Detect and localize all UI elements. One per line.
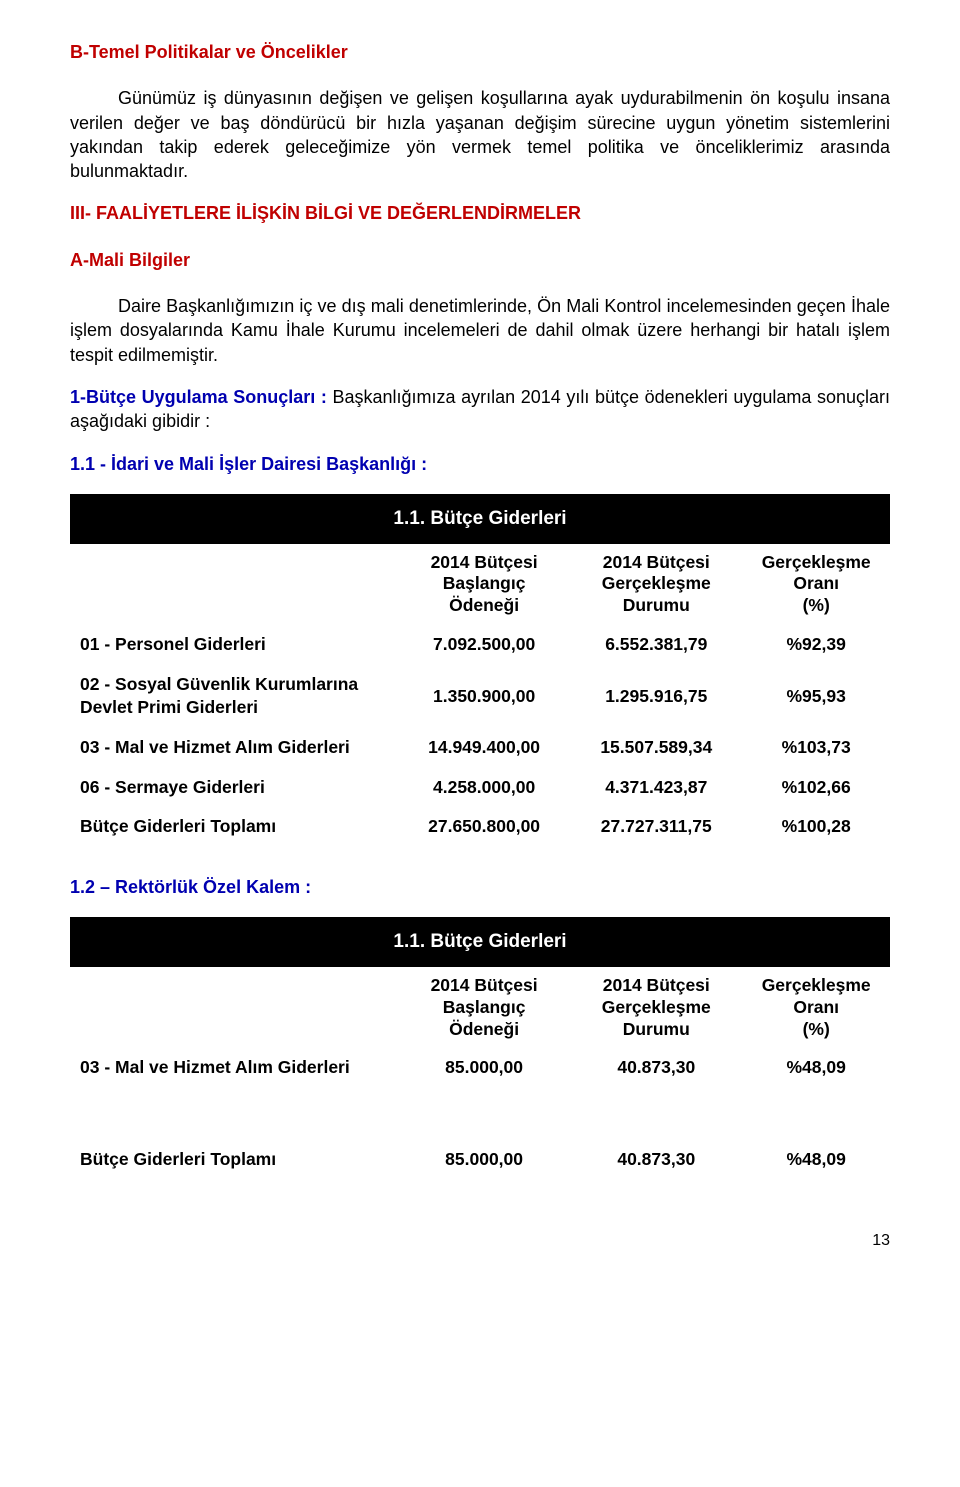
heading-1-1: 1.1 - İdari ve Mali İşler Dairesi Başkan… bbox=[70, 452, 890, 476]
table1-col1-l3: Ödeneği bbox=[449, 595, 519, 615]
table2-col3: Gerçekleşme Oranı (%) bbox=[742, 967, 890, 1049]
row-c2: 1.295.916,75 bbox=[570, 665, 742, 728]
table1-col3-l3: (%) bbox=[803, 595, 830, 615]
table1-col2-l1: 2014 Bütçesi bbox=[603, 552, 710, 572]
row-c3: %92,39 bbox=[742, 625, 890, 665]
row-c1: 1.350.900,00 bbox=[398, 665, 570, 728]
table-row: Bütçe Giderleri Toplamı 85.000,00 40.873… bbox=[70, 1140, 890, 1180]
heading-b-temel: B-Temel Politikalar ve Öncelikler bbox=[70, 40, 890, 64]
paragraph-3: 1-Bütçe Uygulama Sonuçları : Başkanlığım… bbox=[70, 385, 890, 434]
table1-col2: 2014 Bütçesi Gerçekleşme Durumu bbox=[570, 544, 742, 626]
row-label: 02 - Sosyal Güvenlik Kurumlarına Devlet … bbox=[70, 665, 398, 728]
row-c3: %102,66 bbox=[742, 768, 890, 808]
table1-title: 1.1. Bütçe Giderleri bbox=[70, 494, 890, 544]
table-row: 06 - Sermaye Giderleri 4.258.000,00 4.37… bbox=[70, 768, 890, 808]
row-label: Bütçe Giderleri Toplamı bbox=[70, 807, 398, 847]
budget-results-lead: 1-Bütçe Uygulama Sonuçları : bbox=[70, 387, 327, 407]
row-label: 03 - Mal ve Hizmet Alım Giderleri bbox=[70, 728, 398, 768]
table-row: 03 - Mal ve Hizmet Alım Giderleri 14.949… bbox=[70, 728, 890, 768]
row-c3: %48,09 bbox=[742, 1140, 890, 1180]
table-row: 02 - Sosyal Güvenlik Kurumlarına Devlet … bbox=[70, 665, 890, 728]
table-row-spacer bbox=[70, 1088, 890, 1140]
row-c1: 85.000,00 bbox=[398, 1140, 570, 1180]
row-c2: 4.371.423,87 bbox=[570, 768, 742, 808]
row-c2: 40.873,30 bbox=[570, 1048, 742, 1088]
table1-col3: Gerçekleşme Oranı (%) bbox=[742, 544, 890, 626]
page-number: 13 bbox=[70, 1230, 890, 1252]
table1-col-blank bbox=[70, 544, 398, 626]
row-c1: 85.000,00 bbox=[398, 1048, 570, 1088]
table2-title: 1.1. Bütçe Giderleri bbox=[70, 917, 890, 967]
table-row: Bütçe Giderleri Toplamı 27.650.800,00 27… bbox=[70, 807, 890, 847]
budget-table-2: 1.1. Bütçe Giderleri 2014 Bütçesi Başlan… bbox=[70, 917, 890, 1180]
table1-col1: 2014 Bütçesi Başlangıç Ödeneği bbox=[398, 544, 570, 626]
paragraph-2: Daire Başkanlığımızın iç ve dış mali den… bbox=[70, 294, 890, 367]
table2-col-blank bbox=[70, 967, 398, 1049]
row-label: 06 - Sermaye Giderleri bbox=[70, 768, 398, 808]
heading-1-2: 1.2 – Rektörlük Özel Kalem : bbox=[70, 875, 890, 899]
table2-col2: 2014 Bütçesi Gerçekleşme Durumu bbox=[570, 967, 742, 1049]
row-c2: 27.727.311,75 bbox=[570, 807, 742, 847]
table1-col1-l1: 2014 Bütçesi bbox=[431, 552, 538, 572]
table2-col1: 2014 Bütçesi Başlangıç Ödeneği bbox=[398, 967, 570, 1049]
row-c3: %103,73 bbox=[742, 728, 890, 768]
row-c2: 6.552.381,79 bbox=[570, 625, 742, 665]
row-c1: 27.650.800,00 bbox=[398, 807, 570, 847]
heading-iii: III- FAALİYETLERE İLİŞKİN BİLGİ VE DEĞER… bbox=[70, 201, 890, 225]
row-c3: %100,28 bbox=[742, 807, 890, 847]
row-label: 03 - Mal ve Hizmet Alım Giderleri bbox=[70, 1048, 398, 1088]
table2-col1-l1: 2014 Bütçesi bbox=[431, 975, 538, 995]
row-c2: 15.507.589,34 bbox=[570, 728, 742, 768]
table2-col1-l3: Ödeneği bbox=[449, 1019, 519, 1039]
heading-a-mali: A-Mali Bilgiler bbox=[70, 248, 890, 272]
table-row: 01 - Personel Giderleri 7.092.500,00 6.5… bbox=[70, 625, 890, 665]
table2-col2-l2: Gerçekleşme bbox=[602, 997, 711, 1017]
row-c1: 7.092.500,00 bbox=[398, 625, 570, 665]
table1-col1-l2: Başlangıç bbox=[443, 573, 526, 593]
paragraph-1: Günümüz iş dünyasının değişen ve gelişen… bbox=[70, 86, 890, 183]
table2-col2-l3: Durumu bbox=[623, 1019, 690, 1039]
table2-col3-l3: (%) bbox=[803, 1019, 830, 1039]
table2-col2-l1: 2014 Bütçesi bbox=[603, 975, 710, 995]
table2-col3-l1: Gerçekleşme bbox=[762, 975, 871, 995]
row-c3: %48,09 bbox=[742, 1048, 890, 1088]
row-c1: 14.949.400,00 bbox=[398, 728, 570, 768]
row-c3: %95,93 bbox=[742, 665, 890, 728]
table2-col1-l2: Başlangıç bbox=[443, 997, 526, 1017]
table2-col3-l2: Oranı bbox=[793, 997, 839, 1017]
row-label: 01 - Personel Giderleri bbox=[70, 625, 398, 665]
budget-table-1: 1.1. Bütçe Giderleri 2014 Bütçesi Başlan… bbox=[70, 494, 890, 847]
table1-col3-l1: Gerçekleşme bbox=[762, 552, 871, 572]
table1-col3-l2: Oranı bbox=[793, 573, 839, 593]
table1-col2-l2: Gerçekleşme bbox=[602, 573, 711, 593]
table1-col2-l3: Durumu bbox=[623, 595, 690, 615]
row-label: Bütçe Giderleri Toplamı bbox=[70, 1140, 398, 1180]
row-c2: 40.873,30 bbox=[570, 1140, 742, 1180]
row-c1: 4.258.000,00 bbox=[398, 768, 570, 808]
table-row: 03 - Mal ve Hizmet Alım Giderleri 85.000… bbox=[70, 1048, 890, 1088]
